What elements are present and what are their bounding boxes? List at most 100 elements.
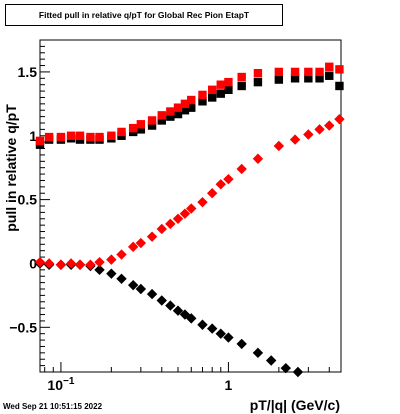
data-point-square <box>274 75 284 84</box>
data-point-square <box>325 62 334 72</box>
data-point-square <box>44 132 54 142</box>
title-box: Fitted pull in relative q/pT for Global … <box>5 4 283 26</box>
data-point-square <box>157 111 166 120</box>
data-point-square <box>173 109 183 119</box>
data-point-square <box>136 125 146 134</box>
data-point-diamond <box>223 332 234 343</box>
data-point-square <box>335 65 344 74</box>
x-tick-labels: 10−1 1 <box>47 376 232 393</box>
x-axis-label: pT/|q| (GeV/c) <box>249 397 340 413</box>
data-point-square <box>187 103 196 112</box>
data-point-square <box>187 95 196 105</box>
data-point-square <box>107 131 116 140</box>
data-point-diamond <box>197 196 208 208</box>
data-point-square <box>66 131 76 140</box>
data-point-diamond <box>85 259 96 270</box>
data-point-diamond <box>74 259 86 270</box>
data-point-diamond <box>106 268 117 279</box>
data-point-diamond <box>186 203 197 214</box>
data-point-square <box>325 71 334 80</box>
data-point-square <box>290 74 300 83</box>
data-point-square <box>315 67 324 77</box>
data-point-square <box>56 132 66 142</box>
data-point-diamond <box>289 134 301 145</box>
data-point-diamond <box>172 305 184 316</box>
data-point-diamond <box>252 153 264 164</box>
data-point-diamond <box>236 163 247 175</box>
chart-title: Fitted pull in relative q/pT for Global … <box>38 10 250 20</box>
data-point-diamond <box>127 241 139 253</box>
data-point-diamond <box>43 258 55 269</box>
data-point-diamond <box>236 338 247 350</box>
data-point-square <box>117 127 126 137</box>
data-point-square <box>75 131 85 140</box>
data-point-diamond <box>156 295 167 306</box>
data-point-square <box>237 72 246 82</box>
data-point-diamond <box>165 218 176 230</box>
data-point-diamond <box>252 347 264 359</box>
y-tick-labels: −0.5 0 0.5 1 1.5 <box>9 64 37 335</box>
y-tick-label: 1.5 <box>18 64 38 80</box>
data-point-square <box>180 99 190 109</box>
data-point-diamond <box>206 188 218 199</box>
data-point-diamond <box>55 259 67 270</box>
data-point-diamond <box>334 113 345 125</box>
data-point-diamond <box>127 279 139 291</box>
data-point-square <box>198 97 207 106</box>
data-point-square <box>253 77 263 87</box>
data-point-diamond <box>215 328 226 339</box>
data-point-square <box>128 123 138 133</box>
y-axis-label: pull in relative q/pT <box>3 104 19 232</box>
data-point-square <box>315 74 324 83</box>
data-point-diamond <box>324 120 335 131</box>
data-point-square <box>86 132 95 142</box>
data-point-diamond <box>156 223 167 235</box>
data-point-square <box>173 103 183 112</box>
data-point-diamond <box>116 273 127 284</box>
data-point-diamond <box>34 256 46 268</box>
data-point-square <box>290 67 300 77</box>
data-point-square <box>216 89 225 98</box>
data-point-diamond <box>265 355 277 366</box>
y-tick-label: 1 <box>29 128 37 144</box>
y-tick-label: −0.5 <box>9 319 37 335</box>
data-point-diamond <box>186 313 197 324</box>
data-point-diamond <box>172 213 184 224</box>
data-point-diamond <box>314 124 325 135</box>
data-point-square <box>207 85 217 94</box>
data-point-diamond <box>197 319 208 330</box>
y-tick-label: 0.5 <box>18 192 38 208</box>
data-point-square <box>166 112 175 121</box>
data-markers <box>34 62 345 378</box>
data-point-square <box>166 107 175 116</box>
data-point-diamond <box>94 256 105 268</box>
data-point-diamond <box>146 231 158 242</box>
data-point-diamond <box>116 249 127 260</box>
data-point-square <box>207 93 217 102</box>
data-point-square <box>147 116 157 125</box>
data-point-square <box>157 116 166 125</box>
data-point-square <box>237 81 246 91</box>
data-point-diamond <box>280 362 291 374</box>
data-point-square <box>304 74 313 83</box>
data-point-diamond <box>273 140 285 152</box>
data-point-diamond <box>206 323 218 334</box>
data-point-diamond <box>65 258 77 269</box>
data-point-diamond <box>179 208 191 219</box>
timestamp: Wed Sep 21 10:51:15 2022 <box>3 402 103 411</box>
y-tick-label: 0 <box>29 255 37 271</box>
data-point-diamond <box>292 366 304 378</box>
data-point-diamond <box>135 237 147 249</box>
data-point-diamond <box>303 129 314 140</box>
data-point-square <box>224 77 233 87</box>
data-point-square <box>136 120 146 129</box>
data-point-square <box>35 136 45 146</box>
data-point-square <box>304 67 313 77</box>
data-point-diamond <box>106 254 117 265</box>
data-point-diamond <box>223 173 234 185</box>
data-point-diamond <box>165 300 176 311</box>
data-point-square <box>180 106 190 115</box>
data-point-square <box>216 80 225 89</box>
